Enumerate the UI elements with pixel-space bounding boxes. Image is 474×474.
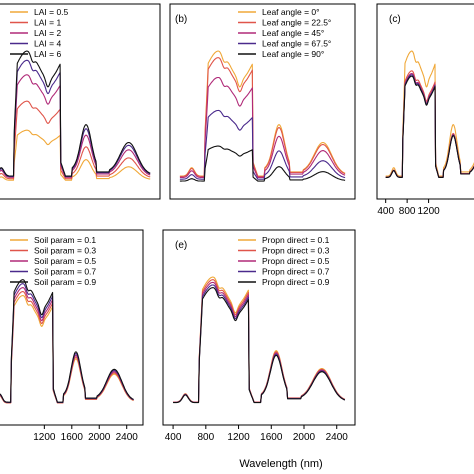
series-line-5 xyxy=(0,50,151,177)
legend: Leaf angle = 0°Leaf angle = 22.5°Leaf an… xyxy=(238,7,331,59)
series-line-4 xyxy=(179,109,346,180)
legend-entry: LAI = 0.5 xyxy=(34,7,69,17)
panel-frame xyxy=(0,3,161,200)
legend-entry: Propn direct = 0.7 xyxy=(262,267,330,277)
legend-entry: Soil param = 0.3 xyxy=(34,246,96,256)
x-tick-label: 1600 xyxy=(61,432,84,443)
panel-c: 400 800 1200 (c) xyxy=(376,3,474,217)
panel-b: (b)Leaf angle = 0°Leaf angle = 22.5°Leaf… xyxy=(169,3,356,200)
x-tick-label: 2400 xyxy=(326,432,349,443)
series-line-4 xyxy=(0,283,134,403)
x-tick-label: 1600 xyxy=(260,432,283,443)
panel-label: (e) xyxy=(175,240,187,251)
legend-entry: Propn direct = 0.5 xyxy=(262,256,330,266)
panel-e: 400 800 1200 1600 2000 2400 (e) Propn direct = … xyxy=(162,229,356,443)
legend-entry: Leaf angle = 90° xyxy=(262,49,324,59)
x-tick-label: 1200 xyxy=(33,432,56,443)
series-line-5 xyxy=(173,287,346,404)
legend-entry: Leaf angle = 67.5° xyxy=(262,39,331,49)
legend-entry: Propn direct = 0.1 xyxy=(262,235,330,245)
x-tick-label: 1200 xyxy=(417,206,440,217)
x-tick-label: 2000 xyxy=(88,432,111,443)
legend-entry: Leaf angle = 45° xyxy=(262,28,324,38)
x-tick-label: 1200 xyxy=(227,432,250,443)
legend-entry: LAI = 4 xyxy=(34,39,61,49)
x-tick-label: 2400 xyxy=(116,432,139,443)
x-axis-title: Wavelength (nm) xyxy=(239,458,322,470)
series-line-2 xyxy=(0,291,134,404)
legend-entry: Soil param = 0.1 xyxy=(34,235,96,245)
series-line-1 xyxy=(0,129,151,181)
series-line-5 xyxy=(179,145,346,182)
legend-entry: Leaf angle = 0° xyxy=(262,7,320,17)
x-tick-label: 800 xyxy=(197,432,214,443)
series-line-3 xyxy=(179,76,346,178)
series-line-2 xyxy=(179,57,346,177)
panel-frame xyxy=(376,3,474,200)
x-tick-label: 2000 xyxy=(293,432,316,443)
legend-entry: Soil param = 0.5 xyxy=(34,256,96,266)
legend-entry: Soil param = 0.7 xyxy=(34,267,96,277)
series-line-3 xyxy=(0,74,151,178)
series-line-5 xyxy=(385,75,474,178)
legend-entry: Propn direct = 0.9 xyxy=(262,277,330,287)
legend-entry: LAI = 1 xyxy=(34,18,61,28)
series-line-1 xyxy=(385,50,474,177)
series-line-2 xyxy=(385,70,474,178)
panel-frame xyxy=(169,3,356,200)
legend-entry: Soil param = 0.9 xyxy=(34,277,96,287)
panel-label: (c) xyxy=(389,14,401,25)
series-line-5 xyxy=(0,279,134,403)
series-line-3 xyxy=(0,287,134,404)
legend-entry: LAI = 6 xyxy=(34,49,61,59)
panel-label: (b) xyxy=(175,14,187,25)
legend-entry: Leaf angle = 22.5° xyxy=(262,18,331,28)
panel-frame xyxy=(0,229,144,426)
series-line-2 xyxy=(0,100,151,180)
x-tick-label: 400 xyxy=(377,206,394,217)
x-tick-label: 400 xyxy=(165,432,182,443)
legend-entry: Propn direct = 0.3 xyxy=(262,246,330,256)
legend-entry: LAI = 2 xyxy=(34,28,61,38)
x-tick-label: 800 xyxy=(399,206,416,217)
panel-frame xyxy=(162,229,356,426)
